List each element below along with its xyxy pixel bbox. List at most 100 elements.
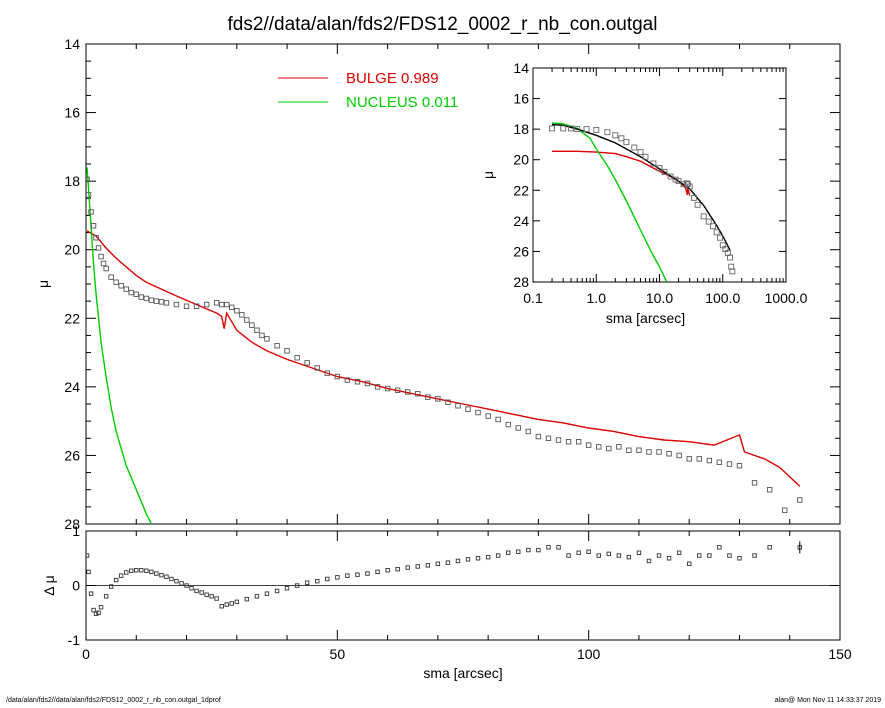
inset-x-tick-label: 100.0 [705, 290, 740, 306]
data-point [93, 235, 99, 241]
data-point [687, 561, 692, 566]
data-point [90, 223, 97, 229]
data-point [675, 178, 682, 185]
y-tick-label: 20 [64, 242, 80, 258]
data-point [616, 444, 622, 450]
inset-y-tick-label: 20 [513, 152, 529, 168]
data-point [506, 550, 511, 555]
data-point [284, 586, 290, 591]
data-point [264, 336, 270, 342]
data-point [505, 421, 511, 428]
data-point [737, 556, 742, 561]
data-point [244, 317, 250, 323]
data-point [98, 605, 104, 610]
data-point [525, 428, 532, 435]
data-point [209, 594, 214, 599]
x-axis-label: sma [arcsec] [423, 665, 502, 681]
data-point [650, 160, 657, 167]
data-point [203, 301, 210, 308]
data-point [374, 384, 381, 390]
data-point [88, 591, 94, 596]
data-point [86, 176, 90, 183]
inset-y-tick-label: 16 [513, 91, 529, 107]
inset-y-tick-label: 14 [513, 60, 529, 76]
data-point [636, 550, 642, 555]
inset-x-axis-label: sma [arcsec] [606, 310, 685, 326]
data-point [706, 457, 713, 464]
x-tick-label: 0 [82, 646, 90, 662]
data-point [585, 442, 592, 448]
data-point [405, 565, 410, 570]
inset-x-tick-label: 1000.0 [765, 290, 808, 306]
data-point [435, 396, 441, 402]
data-point [766, 487, 773, 493]
residual-y-axis-label: Δ μ [41, 575, 57, 596]
data-point [576, 550, 581, 555]
data-point [729, 268, 736, 275]
data-point [124, 570, 129, 575]
data-point [148, 297, 155, 303]
data-point [445, 560, 451, 565]
inset-y-tick-label: 18 [513, 121, 529, 137]
data-point [596, 444, 602, 450]
data-point [656, 165, 663, 172]
data-point [566, 553, 571, 558]
data-point [149, 569, 154, 575]
data-point [174, 578, 179, 584]
inset-y-axis-label: μ [480, 171, 496, 179]
data-point [535, 433, 542, 440]
data-point [158, 299, 165, 305]
data-point [294, 355, 300, 361]
data-point [184, 583, 189, 588]
data-point [485, 413, 491, 419]
data-point [680, 181, 687, 188]
data-point [219, 604, 224, 609]
data-point [586, 549, 591, 554]
y-tick-label: 16 [64, 105, 80, 121]
data-point [415, 564, 420, 569]
data-point [574, 126, 581, 133]
data-point [485, 554, 491, 560]
data-point [475, 556, 481, 561]
data-point [254, 327, 260, 333]
data-point [666, 556, 672, 561]
data-point [656, 553, 662, 558]
data-point [249, 322, 255, 328]
data-point [545, 435, 552, 441]
data-point [214, 596, 219, 601]
data-point [549, 125, 555, 132]
inset-y-tick-label: 22 [513, 182, 529, 198]
data-point [690, 194, 697, 201]
data-point [697, 553, 702, 558]
data-point [565, 439, 572, 445]
data-point [716, 234, 723, 241]
data-point [154, 571, 159, 576]
data-point [546, 545, 551, 550]
data-point [710, 223, 716, 230]
x-tick-label: 50 [330, 646, 346, 662]
data-point [612, 132, 619, 139]
data-point [646, 558, 652, 564]
data-point [103, 594, 109, 599]
inset-y-tick-label: 24 [513, 213, 529, 229]
data-point [324, 370, 330, 376]
data-point [259, 332, 265, 339]
data-point [636, 447, 642, 453]
data-point [93, 611, 99, 617]
data-point [129, 568, 134, 573]
data-point [751, 480, 758, 486]
data-point [727, 553, 732, 558]
data-point [189, 586, 194, 591]
series-line-nucleus [86, 167, 152, 524]
data-point [375, 569, 380, 575]
data-point [294, 583, 300, 588]
x-tick-label: 100 [577, 646, 601, 662]
y-tick-label: 26 [64, 447, 80, 463]
data-point [183, 303, 190, 309]
data-point [314, 365, 320, 371]
data-point [123, 286, 129, 292]
legend-label: NUCLEUS 0.011 [346, 94, 458, 111]
data-point [575, 439, 582, 445]
data-point [159, 572, 164, 578]
data-point [169, 576, 174, 582]
